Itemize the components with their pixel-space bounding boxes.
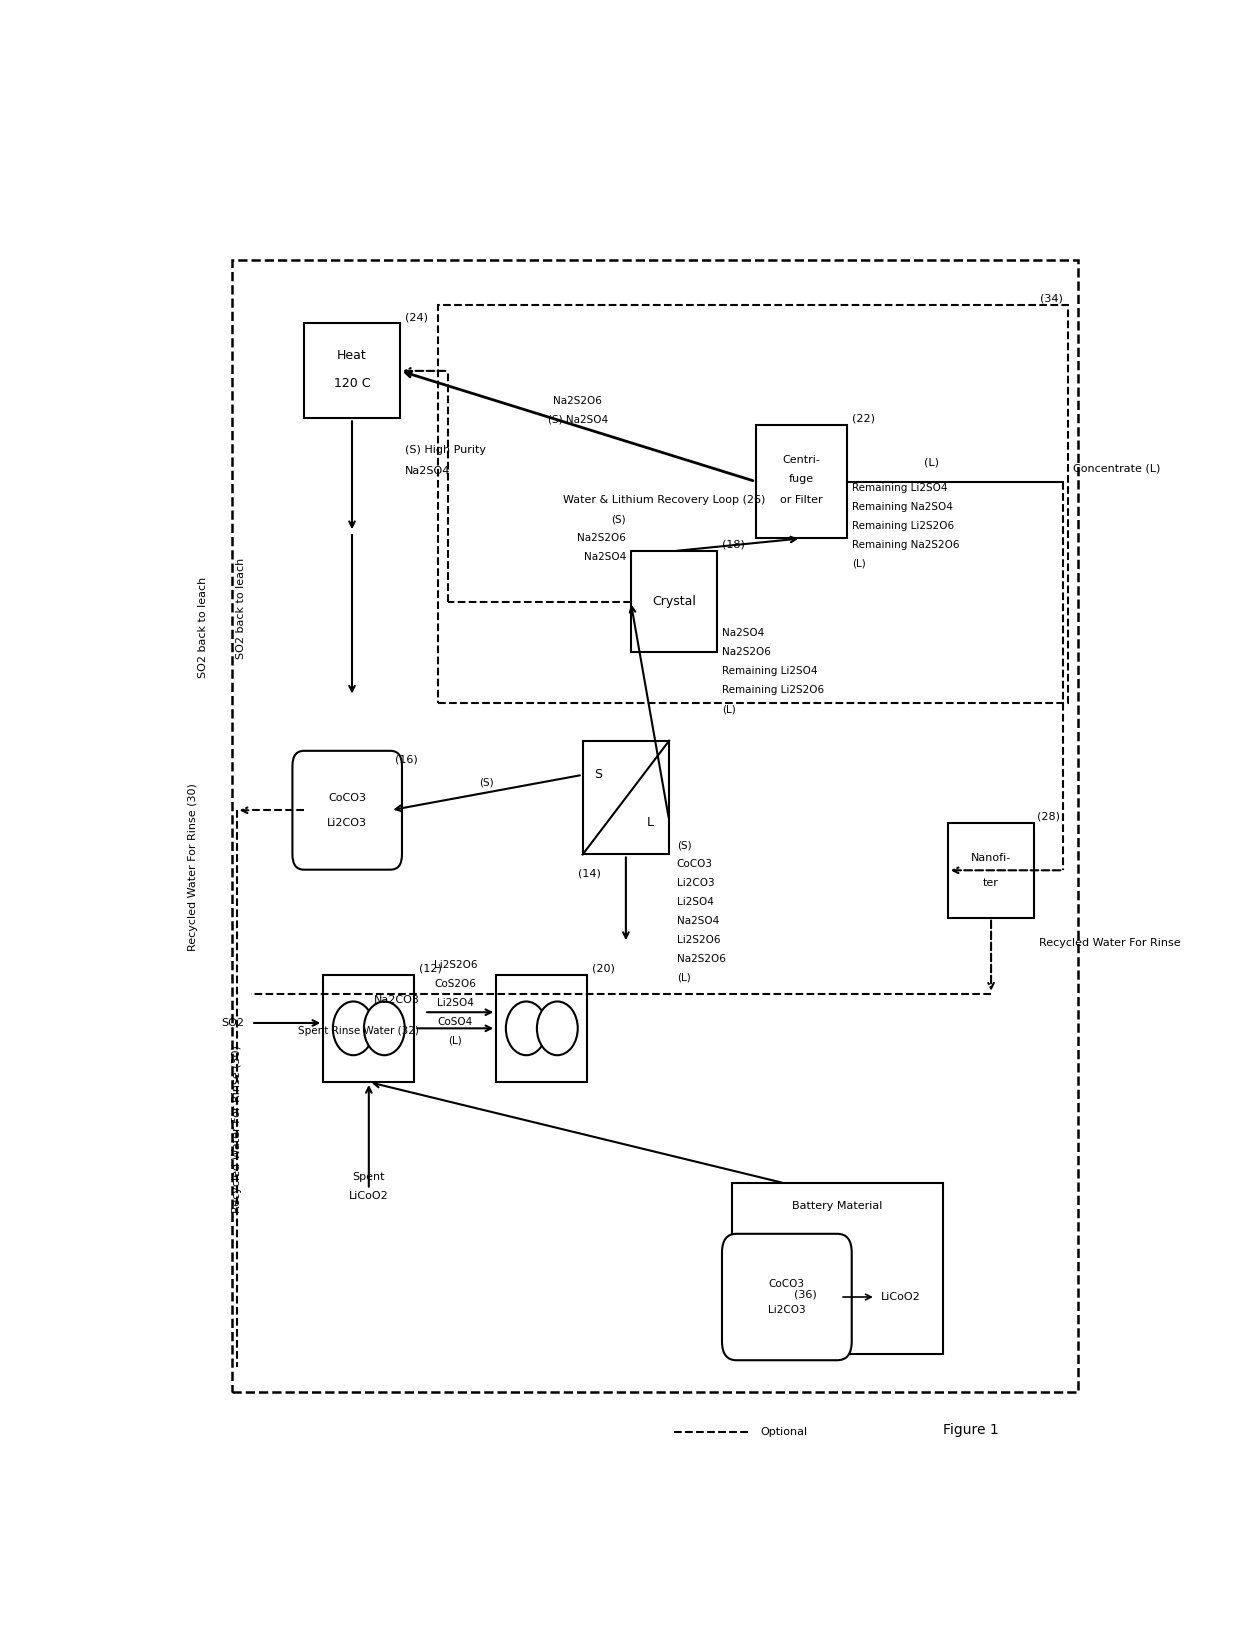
Text: (16): (16)	[396, 755, 418, 765]
Text: ter: ter	[983, 878, 999, 888]
Text: Na2S2O6: Na2S2O6	[722, 647, 771, 657]
Bar	[496, 975, 588, 1082]
Text: (S) High Purity: (S) High Purity	[404, 445, 486, 455]
Text: 120 C: 120 C	[334, 378, 371, 391]
Text: Remaining Li2S2O6: Remaining Li2S2O6	[852, 521, 954, 530]
Text: Remaining Li2SO4: Remaining Li2SO4	[852, 483, 947, 493]
Text: Remaining Li2S2O6: Remaining Li2S2O6	[722, 685, 825, 695]
Text: Li2S2O6: Li2S2O6	[434, 961, 477, 970]
Text: SO2 back to leach: SO2 back to leach	[237, 557, 247, 658]
Text: (24): (24)	[404, 312, 428, 322]
Text: Battery Material: Battery Material	[792, 1200, 883, 1212]
Bar	[304, 323, 401, 419]
Text: SO2 back to leach: SO2 back to leach	[198, 576, 208, 678]
Text: Na2SO4: Na2SO4	[722, 629, 764, 639]
Text: or Filter: or Filter	[780, 496, 822, 506]
Text: Water & Lithium Recovery Loop (26): Water & Lithium Recovery Loop (26)	[563, 496, 765, 506]
Bar	[732, 1184, 942, 1355]
Text: Na2S2O6: Na2S2O6	[577, 534, 626, 544]
Bar	[439, 304, 1068, 703]
Text: (12): (12)	[419, 964, 443, 974]
Text: CoCO3: CoCO3	[769, 1279, 805, 1289]
Text: Na2CO3: Na2CO3	[373, 995, 419, 1005]
Text: Centri-: Centri-	[782, 455, 820, 465]
Text: (14): (14)	[578, 869, 600, 878]
Text: CoS2O6: CoS2O6	[434, 979, 476, 988]
Text: Na2S2O6: Na2S2O6	[677, 954, 725, 964]
Text: Li2CO3: Li2CO3	[327, 818, 367, 828]
Text: (22): (22)	[852, 414, 874, 424]
Text: Na2SO4: Na2SO4	[584, 552, 626, 562]
Text: (S): (S)	[611, 514, 626, 524]
Text: Nanofi-: Nanofi-	[971, 852, 1011, 862]
Text: (L): (L)	[449, 1036, 463, 1046]
Circle shape	[332, 1002, 373, 1056]
Text: (L): (L)	[852, 558, 866, 568]
Bar	[947, 823, 1034, 918]
Text: Na2S2O6: Na2S2O6	[553, 396, 603, 406]
Text: Remaining Na2S2O6: Remaining Na2S2O6	[852, 540, 960, 550]
Text: CoCO3: CoCO3	[677, 859, 713, 869]
Text: (L): (L)	[677, 972, 691, 984]
Text: Figure 1: Figure 1	[942, 1422, 998, 1437]
Text: (S): (S)	[479, 777, 494, 788]
Circle shape	[363, 1002, 404, 1056]
Text: S: S	[594, 768, 603, 782]
Text: SO2: SO2	[222, 1018, 244, 1028]
Text: Li2CO3: Li2CO3	[768, 1305, 806, 1315]
Text: (L): (L)	[722, 704, 735, 714]
Text: Li2S2O6: Li2S2O6	[677, 934, 720, 944]
FancyBboxPatch shape	[722, 1233, 852, 1360]
Text: (S) Na2SO4: (S) Na2SO4	[548, 415, 608, 425]
Text: Spent: Spent	[352, 1172, 386, 1182]
Text: (18): (18)	[722, 540, 745, 550]
Text: Na2SO4: Na2SO4	[677, 916, 719, 926]
Text: Remaining Li2SO4: Remaining Li2SO4	[722, 667, 817, 677]
Text: fuge: fuge	[789, 475, 813, 484]
Bar	[583, 741, 670, 854]
Text: Spent Rinse Water (32): Spent Rinse Water (32)	[299, 1026, 419, 1036]
Text: Recycled Water For Rinse (30): Recycled Water For Rinse (30)	[232, 1046, 242, 1213]
Text: Optional: Optional	[760, 1427, 807, 1437]
Text: (28): (28)	[1037, 811, 1060, 821]
Text: (34): (34)	[1040, 294, 1063, 304]
Text: (20): (20)	[593, 964, 615, 974]
Bar	[324, 975, 414, 1082]
Text: CoSO4: CoSO4	[438, 1016, 472, 1026]
Text: Concentrate (L): Concentrate (L)	[1073, 465, 1161, 475]
Text: Recycled Water For Rinse: Recycled Water For Rinse	[1039, 938, 1180, 947]
Text: LiCoO2: LiCoO2	[880, 1292, 920, 1302]
Text: Li2CO3: Li2CO3	[677, 878, 714, 888]
Text: Heat: Heat	[337, 350, 367, 363]
Text: Remaining Na2SO4: Remaining Na2SO4	[852, 502, 952, 512]
Text: (36): (36)	[795, 1289, 817, 1299]
Text: (L): (L)	[924, 458, 939, 468]
Text: Li2SO4: Li2SO4	[677, 897, 714, 906]
Text: Li2SO4: Li2SO4	[436, 998, 474, 1008]
Circle shape	[537, 1002, 578, 1056]
Text: L: L	[646, 816, 653, 829]
Text: CoCO3: CoCO3	[329, 793, 366, 803]
Text: Recycled Water For Rinse (30): Recycled Water For Rinse (30)	[188, 783, 198, 951]
FancyBboxPatch shape	[293, 750, 402, 870]
Text: Crystal: Crystal	[652, 594, 696, 608]
Text: Na2SO4: Na2SO4	[404, 466, 450, 476]
Text: (S): (S)	[677, 841, 692, 851]
Text: LiCoO2: LiCoO2	[348, 1190, 388, 1200]
Bar	[232, 259, 1078, 1392]
Bar	[631, 552, 717, 652]
Bar	[755, 425, 847, 539]
Circle shape	[506, 1002, 547, 1056]
